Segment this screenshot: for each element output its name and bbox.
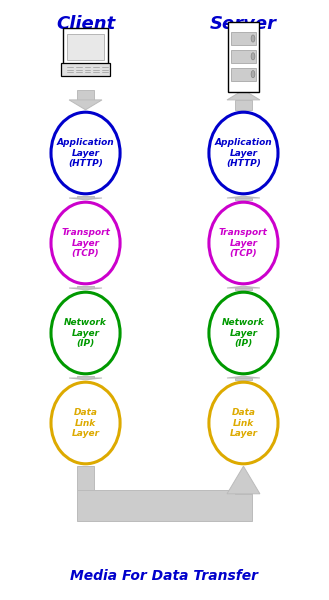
FancyBboxPatch shape bbox=[63, 28, 108, 65]
Polygon shape bbox=[227, 196, 260, 198]
Ellipse shape bbox=[51, 382, 120, 464]
Circle shape bbox=[251, 53, 255, 60]
Ellipse shape bbox=[51, 112, 120, 194]
Ellipse shape bbox=[209, 292, 278, 374]
FancyBboxPatch shape bbox=[228, 22, 259, 92]
Text: Network
Layer
(IP): Network Layer (IP) bbox=[222, 318, 265, 348]
Text: Application
Layer
(HTTP): Application Layer (HTTP) bbox=[57, 138, 114, 168]
Polygon shape bbox=[227, 376, 260, 378]
Polygon shape bbox=[77, 286, 94, 288]
Polygon shape bbox=[69, 378, 102, 380]
Text: Data
Link
Layer: Data Link Layer bbox=[71, 408, 100, 438]
FancyBboxPatch shape bbox=[67, 34, 104, 59]
Polygon shape bbox=[69, 198, 102, 200]
Text: Client: Client bbox=[56, 15, 115, 33]
FancyBboxPatch shape bbox=[231, 32, 256, 45]
Text: Media For Data Transfer: Media For Data Transfer bbox=[70, 569, 259, 583]
Text: Application
Layer
(HTTP): Application Layer (HTTP) bbox=[215, 138, 272, 168]
Polygon shape bbox=[227, 286, 260, 288]
Polygon shape bbox=[77, 90, 94, 100]
Polygon shape bbox=[235, 100, 252, 110]
Ellipse shape bbox=[209, 202, 278, 284]
Text: Transport
Layer
(TCP): Transport Layer (TCP) bbox=[219, 228, 268, 258]
Polygon shape bbox=[69, 288, 102, 290]
Text: Network
Layer
(IP): Network Layer (IP) bbox=[64, 318, 107, 348]
Text: Data
Link
Layer: Data Link Layer bbox=[229, 408, 258, 438]
Polygon shape bbox=[235, 198, 252, 200]
Polygon shape bbox=[235, 378, 252, 380]
FancyBboxPatch shape bbox=[231, 68, 256, 81]
Text: Server: Server bbox=[210, 15, 277, 33]
Ellipse shape bbox=[51, 202, 120, 284]
Polygon shape bbox=[227, 466, 260, 494]
Ellipse shape bbox=[51, 292, 120, 374]
Polygon shape bbox=[77, 196, 94, 198]
Ellipse shape bbox=[209, 112, 278, 194]
Circle shape bbox=[251, 71, 255, 78]
Polygon shape bbox=[77, 490, 252, 521]
Polygon shape bbox=[227, 90, 260, 100]
FancyBboxPatch shape bbox=[231, 50, 256, 63]
FancyBboxPatch shape bbox=[61, 62, 110, 76]
Circle shape bbox=[251, 35, 255, 42]
Polygon shape bbox=[77, 376, 94, 378]
Ellipse shape bbox=[209, 382, 278, 464]
Text: Transport
Layer
(TCP): Transport Layer (TCP) bbox=[61, 228, 110, 258]
Polygon shape bbox=[235, 288, 252, 290]
Polygon shape bbox=[77, 466, 94, 490]
Polygon shape bbox=[235, 490, 252, 494]
Polygon shape bbox=[69, 100, 102, 110]
